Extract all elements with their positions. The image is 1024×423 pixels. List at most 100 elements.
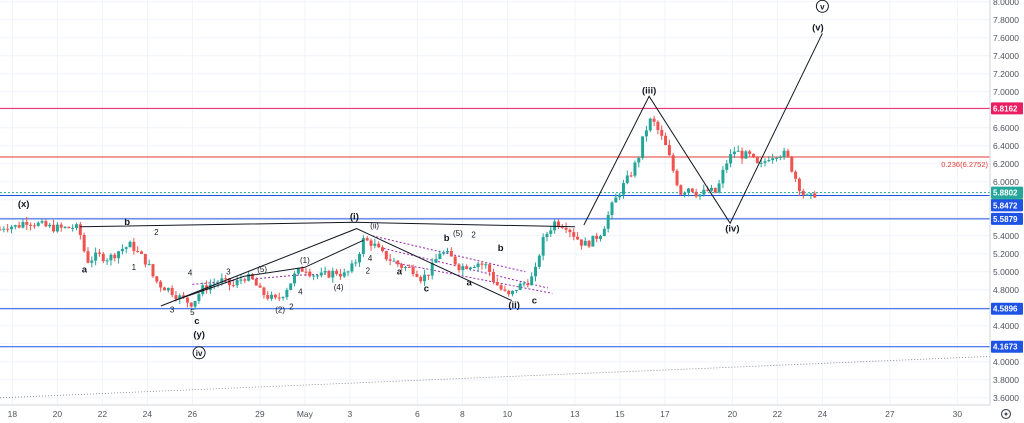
candle-body [541, 237, 545, 256]
wave-label: (iii) [642, 86, 656, 97]
wave-line[interactable] [160, 228, 513, 307]
candle-body [396, 260, 400, 265]
candle-body [97, 252, 101, 254]
candle-body [113, 254, 117, 259]
settings-gear-icon[interactable] [1000, 408, 1012, 420]
candle-body [599, 236, 603, 239]
candle-body [2, 228, 6, 230]
candle-body [805, 194, 809, 196]
candle-body [44, 221, 48, 227]
grid [0, 0, 990, 405]
fib-label: 0.236(6.2752) [941, 160, 988, 169]
badge-last-price-text: 5.8802 [993, 189, 1018, 198]
candle-body [388, 259, 392, 261]
candle-body [289, 283, 293, 290]
badge-last-price-bg [991, 186, 1023, 199]
wave-line[interactable] [174, 239, 364, 302]
candle-body [468, 267, 472, 270]
candle-body [9, 226, 13, 230]
candle-body [629, 175, 633, 177]
candle-body [572, 232, 576, 237]
wave-label: (iv) [725, 223, 739, 234]
wave-line[interactable] [79, 221, 575, 228]
candle-body [369, 240, 373, 246]
candle-body [13, 225, 17, 227]
candle-body [767, 160, 771, 162]
candle-body [82, 234, 86, 252]
candle-body [457, 264, 461, 271]
candle-body [155, 276, 159, 282]
candle-body [671, 155, 675, 171]
candle-body [377, 243, 381, 248]
wave-line[interactable] [583, 33, 823, 226]
candle-body [480, 263, 484, 265]
time-axis[interactable] [0, 405, 990, 423]
badge-4167-bg [991, 340, 1023, 353]
candle-body [656, 121, 660, 130]
badge-5588-bg [991, 212, 1023, 225]
candle-body [220, 278, 224, 283]
circle-ring [815, 0, 829, 13]
candle-body [174, 295, 178, 300]
candle-body [694, 191, 698, 197]
candle-body [346, 271, 350, 273]
time-tick-label: 29 [255, 409, 265, 419]
candle-body [182, 295, 186, 298]
candle-body [78, 224, 82, 235]
candle-body [797, 178, 801, 191]
candle-body [21, 222, 25, 228]
candle-body [247, 274, 251, 281]
candle-body [752, 153, 756, 157]
candle-body [606, 214, 610, 229]
candle-body [304, 271, 308, 273]
candle-body [602, 228, 606, 237]
candle-body [687, 188, 690, 193]
badge-6816-bg [991, 102, 1023, 115]
candle-body [266, 295, 270, 299]
wave-label: 4 [188, 268, 193, 277]
candle-body [748, 151, 752, 154]
candle-body [621, 183, 625, 195]
price-tick-label: 4.4000 [993, 321, 1019, 331]
candle-body [231, 285, 235, 287]
candle-body [117, 251, 121, 259]
badge-4167: 4.1673 [991, 340, 1023, 353]
candle-body [258, 285, 262, 288]
wave-label: (x) [18, 199, 30, 210]
candle-body [52, 224, 56, 232]
candle-body [36, 222, 40, 226]
time-tick-label: 24 [818, 409, 828, 419]
price-tick-label: 4.8000 [993, 285, 1019, 295]
price-tick-label: 5.4000 [993, 231, 1019, 241]
badge-5847-text: 5.8472 [993, 201, 1018, 210]
candle-body [652, 118, 656, 122]
candle-body [250, 274, 254, 279]
candle-body [132, 241, 136, 251]
candle-body [755, 156, 759, 163]
candle-body [786, 150, 790, 157]
wave-label: 1 [132, 263, 137, 272]
channel-line[interactable] [394, 262, 553, 294]
wave-label: 4 [298, 287, 303, 296]
candle-body [101, 253, 105, 262]
candle-body [296, 268, 300, 274]
candle-body [434, 259, 438, 263]
time-tick-label: 8 [460, 409, 465, 419]
candle-body [537, 255, 541, 267]
candle-body [109, 254, 113, 261]
candle-body [771, 158, 775, 161]
candle-body [17, 225, 21, 228]
long-trendline[interactable] [0, 356, 991, 399]
candle-body [564, 227, 568, 230]
candle-body [706, 189, 710, 191]
candle-body [717, 183, 721, 193]
price-tick-label: 6.6000 [993, 123, 1019, 133]
candle-body [273, 294, 277, 298]
candle-body [185, 297, 189, 303]
candle-body [809, 193, 813, 195]
time-tick-label: 27 [885, 409, 895, 419]
candle-body [67, 226, 71, 229]
candle-body [0, 229, 2, 231]
